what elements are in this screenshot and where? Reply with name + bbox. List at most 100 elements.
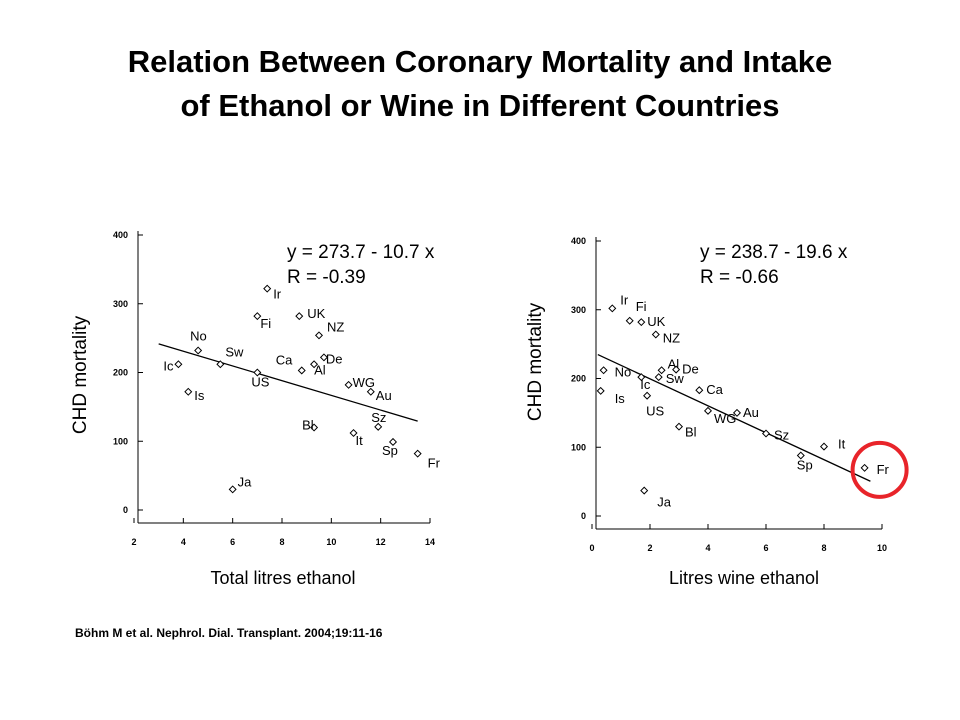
- point-label-us: US: [251, 375, 269, 390]
- point-label-uk: UK: [307, 306, 325, 321]
- point-label-sz: Sz: [774, 428, 789, 443]
- point-label-us: US: [646, 404, 664, 419]
- regression-equation: y = 238.7 - 19.6 x: [700, 242, 848, 263]
- point-label-it: It: [838, 437, 846, 452]
- point-label-fi: Fi: [636, 299, 647, 314]
- data-point-ca: [297, 366, 306, 375]
- data-point-is: [596, 386, 605, 395]
- y-tick-label: 400: [571, 236, 586, 246]
- point-label-au: Au: [743, 405, 759, 420]
- regression-line: [158, 343, 418, 422]
- point-label-sz: Sz: [371, 410, 386, 425]
- data-point-de: [319, 353, 328, 362]
- data-point-au: [732, 408, 742, 417]
- x-tick-label: 10: [877, 543, 887, 553]
- data-point-bl: [674, 422, 684, 431]
- point-label-wg: WG: [714, 411, 736, 426]
- x-tick-label: 4: [181, 537, 186, 547]
- y-tick-label: 100: [571, 442, 586, 452]
- data-point-de: [672, 365, 681, 374]
- x-axis-title: Litres wine ethanol: [669, 568, 819, 588]
- point-label-ja: Ja: [657, 495, 672, 510]
- x-tick-label: 2: [647, 543, 652, 553]
- point-label-de: De: [326, 351, 343, 366]
- data-point-uk: [295, 312, 304, 321]
- title-line-1: Relation Between Coronary Mortality and …: [127, 44, 833, 79]
- point-label-is: Is: [194, 388, 205, 403]
- point-label-no: No: [190, 329, 207, 344]
- data-point-no: [599, 366, 608, 375]
- point-label-al: Al: [314, 362, 326, 377]
- data-point-bl: [310, 423, 319, 432]
- y-tick-label: 0: [581, 511, 586, 521]
- x-tick-label: 0: [589, 543, 594, 553]
- data-point-us: [643, 391, 652, 400]
- x-tick-label: 10: [326, 537, 336, 547]
- point-label-sw: Sw: [666, 371, 685, 386]
- point-label-fr: Fr: [428, 456, 441, 471]
- x-tick-label: 14: [425, 537, 435, 547]
- correlation-label: R = -0.66: [700, 267, 779, 288]
- data-point-sp: [388, 437, 398, 446]
- x-tick-label: 8: [821, 543, 826, 553]
- data-point-fr: [860, 463, 869, 472]
- x-tick-label: 6: [763, 543, 768, 553]
- data-point-is: [184, 387, 193, 396]
- data-point-ir: [608, 304, 617, 313]
- y-tick-label: 400: [113, 230, 128, 240]
- data-point-wg: [344, 380, 353, 389]
- point-label-wg: WG: [353, 375, 375, 390]
- data-point-sp: [796, 451, 805, 460]
- data-point-no: [194, 346, 203, 355]
- point-label-nz: NZ: [663, 331, 680, 346]
- data-point-uk: [637, 318, 646, 327]
- point-label-bl: Bl: [685, 425, 697, 440]
- point-label-ca: Ca: [276, 352, 293, 367]
- point-label-no: No: [615, 364, 632, 379]
- x-tick-label: 4: [705, 543, 710, 553]
- point-label-fr: Fr: [877, 462, 890, 477]
- data-point-fr: [413, 449, 422, 458]
- data-point-sz: [761, 429, 771, 438]
- point-label-uk: UK: [647, 314, 665, 329]
- citation: Böhm M et al. Nephrol. Dial. Transplant.…: [75, 626, 383, 640]
- point-label-it: It: [356, 433, 364, 448]
- data-point-wg: [703, 406, 713, 415]
- point-label-ir: Ir: [620, 292, 629, 307]
- point-label-ja: Ja: [238, 474, 253, 489]
- point-label-ic: Ic: [163, 358, 174, 373]
- x-tick-label: 2: [131, 537, 136, 547]
- data-point-ir: [263, 284, 272, 293]
- point-label-nz: NZ: [327, 319, 344, 334]
- data-point-it: [819, 442, 829, 451]
- data-point-au: [366, 387, 375, 396]
- point-label-au: Au: [376, 388, 392, 403]
- title-line-2: of Ethanol or Wine in Different Countrie…: [180, 88, 780, 123]
- point-label-sp: Sp: [382, 443, 398, 458]
- y-axis-title: CHD mortality: [70, 315, 91, 434]
- y-tick-label: 300: [113, 299, 128, 309]
- y-tick-label: 100: [113, 436, 128, 446]
- y-tick-label: 300: [571, 305, 586, 315]
- y-tick-label: 200: [571, 374, 586, 384]
- point-label-ca: Ca: [706, 382, 723, 397]
- y-tick-label: 0: [123, 505, 128, 515]
- data-point-ja: [640, 486, 649, 495]
- regression-equation: y = 273.7 - 10.7 x: [287, 242, 435, 263]
- point-label-is: Is: [615, 391, 626, 406]
- data-point-fi: [625, 316, 634, 325]
- data-point-it: [349, 428, 358, 438]
- data-point-sw: [654, 373, 663, 382]
- point-label-sp: Sp: [797, 458, 813, 473]
- point-label-de: De: [682, 362, 699, 377]
- data-point-sz: [374, 422, 383, 431]
- point-label-fi: Fi: [260, 316, 271, 331]
- data-point-fi: [253, 312, 262, 321]
- x-tick-label: 6: [230, 537, 235, 547]
- y-tick-label: 200: [113, 368, 128, 378]
- y-axis-title: CHD mortality: [525, 302, 546, 421]
- x-tick-label: 12: [376, 537, 386, 547]
- slide-title: Relation Between Coronary Mortality and …: [40, 40, 920, 128]
